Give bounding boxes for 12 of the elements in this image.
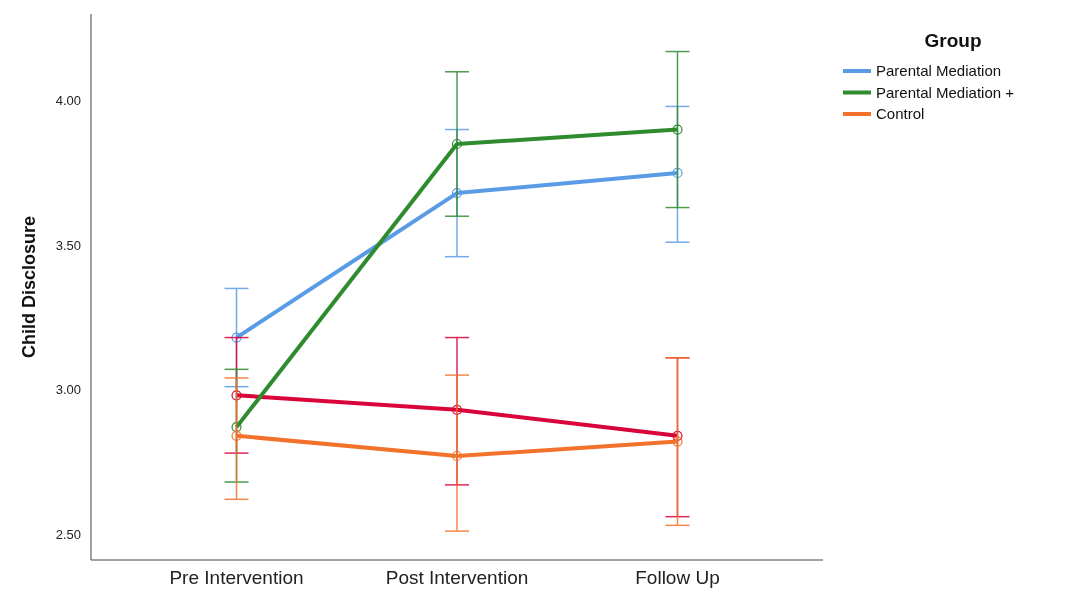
legend-label: Parental Mediation (876, 62, 1002, 80)
y-tick-label: 3.00 (55, 382, 81, 398)
y-axis-title: Child Disclosure (19, 215, 39, 359)
legend-label: Control (876, 105, 925, 123)
y-tick-label: 2.50 (55, 526, 81, 542)
legend-label: Parental Mediation + (876, 83, 1015, 101)
y-tick-label: 4.00 (55, 93, 81, 109)
y-tick-label: 3.50 (55, 237, 81, 253)
x-tick-label: Post Intervention (385, 567, 529, 588)
x-tick-label: Follow Up (635, 567, 720, 588)
legend-title: Group (924, 30, 982, 51)
x-tick-label: Pre Intervention (169, 567, 304, 588)
